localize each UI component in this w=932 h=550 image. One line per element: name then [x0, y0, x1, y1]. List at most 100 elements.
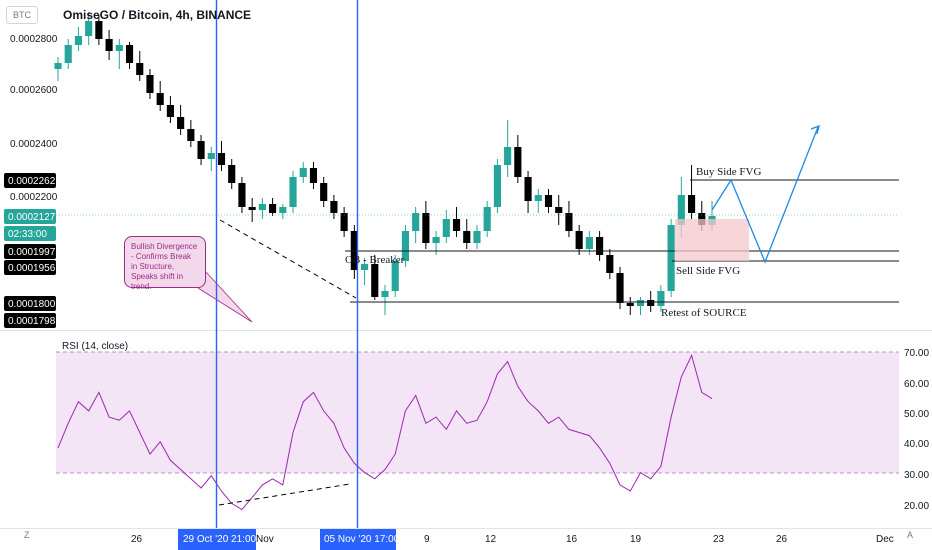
candle-body [606, 255, 614, 273]
price-badge-box [4, 260, 56, 275]
price-badge-box [4, 226, 56, 241]
rsi-divergence-line [218, 483, 351, 506]
ob-breaker-label: OB - Breaker [345, 254, 405, 266]
candle-body [360, 264, 369, 270]
time-tick: 19 [630, 534, 642, 545]
rsi-tick: 30.00 [904, 470, 929, 481]
candle-body [616, 273, 624, 303]
candle-body [146, 75, 154, 93]
candle-body [156, 93, 164, 105]
candle-body [299, 168, 307, 177]
candle-body [248, 207, 256, 210]
candle-body [187, 129, 195, 141]
candle-body [412, 213, 420, 231]
candle-body [381, 291, 389, 297]
candle-body [309, 168, 318, 183]
price-tick: 0.0002200 [10, 192, 58, 203]
candle-body [401, 231, 410, 261]
price-divergence-line [219, 219, 357, 299]
candle-body [514, 147, 522, 177]
candle-body [687, 195, 696, 213]
candle-body [626, 303, 634, 306]
candle-body [432, 237, 440, 243]
candle-body [596, 237, 604, 255]
candle-body [64, 45, 72, 63]
candles-group [54, 12, 716, 315]
candle-body [636, 300, 645, 306]
time-tick: 9 [424, 534, 430, 545]
candle-body [585, 237, 593, 249]
price-badge-label: 0.0002127 [8, 212, 56, 223]
candle-body [279, 207, 287, 213]
price-badge-box [4, 209, 56, 224]
fvg-zone [675, 219, 749, 261]
candle-body [207, 153, 215, 159]
candle-body [677, 195, 685, 225]
time-tick: 26 [131, 534, 143, 545]
candle-body [125, 45, 134, 63]
price-badge-box [4, 244, 56, 259]
price-tick: 0.0002600 [10, 85, 58, 96]
rsi-tick: 60.00 [904, 379, 929, 390]
price-tick: 0.0002400 [10, 139, 58, 150]
time-tick: Dec [876, 534, 894, 545]
candle-body [269, 204, 277, 213]
candle-body [473, 231, 481, 243]
candle-body [74, 36, 83, 45]
zoom-button[interactable]: Z [24, 530, 30, 540]
candle-body [166, 105, 174, 117]
candle-body [340, 213, 348, 231]
price-badge-label: 0.0001800 [8, 299, 56, 310]
time-tick: 16 [566, 534, 578, 545]
time-tick: 12 [485, 534, 497, 545]
candle-body [483, 207, 491, 231]
candle-body [524, 177, 532, 201]
candle-body [534, 195, 542, 201]
candle-body [115, 45, 123, 51]
candle-body [320, 183, 328, 201]
rsi-indicator-label[interactable]: RSI (14, close) [62, 341, 129, 352]
candle-body [330, 201, 338, 213]
candle-body [258, 204, 266, 210]
candle-body [667, 225, 675, 291]
chart-title: OmiseGO / Bitcoin, 4h, BINANCE [63, 8, 252, 22]
projection-arrowhead [810, 124, 820, 135]
candle-body [95, 21, 103, 39]
time-tick: Nov [256, 534, 274, 545]
price-tick: 0.0002800 [10, 34, 58, 45]
auto-scale-button[interactable]: A [907, 530, 914, 540]
candle-body [177, 117, 185, 129]
time-tick: 23 [713, 534, 725, 545]
time-highlight-2 [320, 529, 396, 550]
candle-body [54, 63, 62, 69]
candle-body [575, 231, 583, 249]
sell-side-fvg-label: Sell Side FVG [676, 265, 740, 277]
candle-body [85, 21, 93, 36]
candle-body [442, 219, 450, 237]
rsi-tick: 20.00 [904, 501, 929, 512]
buy-side-fvg-label: Buy Side FVG [696, 166, 761, 178]
price-badge-box [4, 313, 56, 328]
candle-body [544, 195, 553, 207]
candle-body [555, 207, 563, 213]
candle-body [238, 183, 246, 207]
candle-body [647, 300, 655, 306]
candle-body [504, 147, 512, 165]
price-badge-label: 0.0001997 [8, 247, 56, 258]
time-highlight-1 [178, 529, 256, 550]
rsi-line [57, 353, 713, 511]
rsi-tick: 70.00 [904, 348, 929, 359]
rsi-tick: 40.00 [904, 439, 929, 450]
candle-body [657, 291, 665, 306]
candle-body [422, 213, 430, 243]
price-badge-label: 0.0001798 [8, 316, 56, 327]
symbol-badge[interactable]: BTC [6, 6, 38, 24]
candle-body [391, 261, 399, 291]
rsi-tick: 50.00 [904, 409, 929, 420]
price-badge-label: 0.0002262 [8, 176, 56, 187]
price-badge-label: 02:33:00 [8, 229, 47, 240]
candle-body [136, 63, 144, 75]
projection-path [711, 126, 819, 264]
time-highlight-1-label: 29 Oct '20 21:00 [183, 534, 257, 545]
